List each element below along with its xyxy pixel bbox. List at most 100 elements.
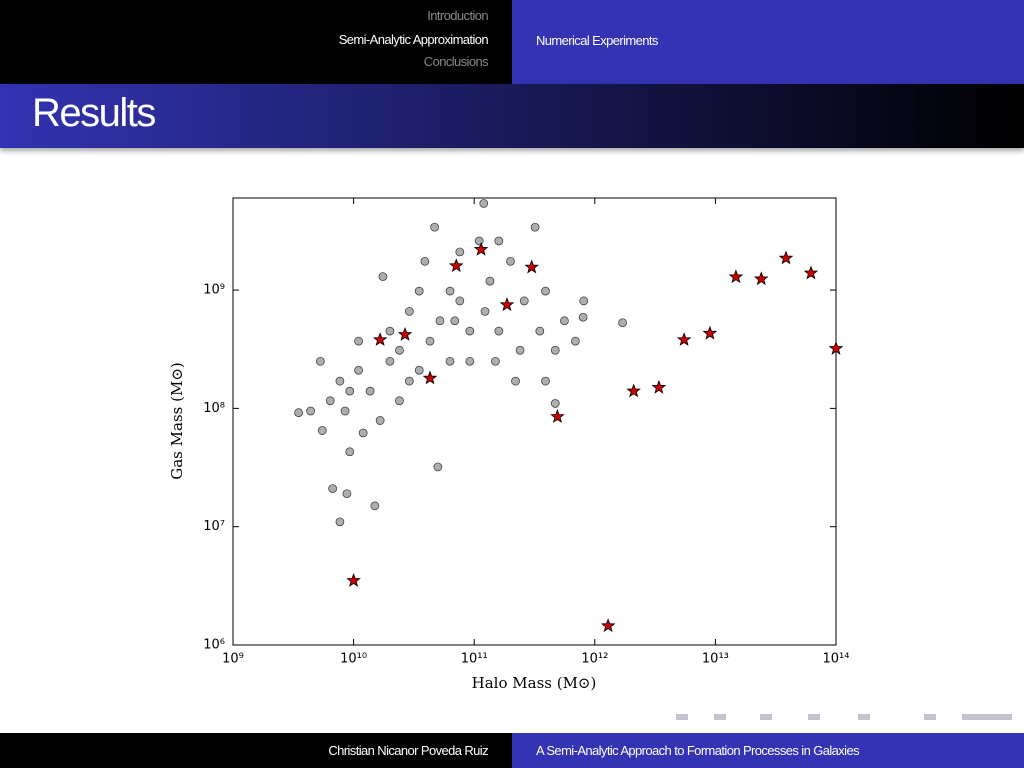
- point: [405, 376, 414, 386]
- point: [342, 489, 352, 499]
- star-point: [828, 340, 844, 355]
- point: [494, 236, 504, 246]
- star-point: [524, 259, 539, 274]
- nav-section[interactable]: Introduction: [427, 8, 488, 23]
- point: [425, 336, 435, 346]
- y-tick-label: 10⁷: [203, 519, 225, 534]
- point: [578, 312, 588, 322]
- nav-section[interactable]: Conclusions: [423, 54, 489, 69]
- star-point: [600, 618, 616, 633]
- x-tick-label: 10¹¹: [461, 652, 488, 667]
- point: [395, 345, 404, 355]
- nav-section[interactable]: Semi-Analytic Approximation: [338, 32, 489, 47]
- star-point: [422, 370, 438, 385]
- point: [385, 356, 395, 366]
- point: [328, 484, 337, 493]
- star-point: [372, 332, 388, 346]
- point: [433, 462, 443, 472]
- y-tick-label: 10⁸: [203, 401, 225, 416]
- point: [515, 345, 525, 355]
- point: [445, 286, 455, 296]
- point: [479, 199, 489, 208]
- point: [354, 336, 363, 346]
- x-axis-label: Halo Mass (M⊙): [472, 674, 597, 692]
- y-axis-label: Gas Mass (M⊙): [168, 362, 186, 480]
- point: [414, 365, 424, 375]
- x-tick-label: 10⁹: [222, 652, 244, 667]
- point: [579, 296, 589, 306]
- point: [541, 286, 550, 296]
- point: [550, 345, 560, 355]
- point: [430, 222, 440, 232]
- point: [358, 428, 368, 438]
- point: [455, 296, 465, 306]
- point: [294, 408, 303, 418]
- point: [465, 326, 475, 336]
- point: [618, 318, 627, 328]
- footer-title: A Semi-Analytic Approach to Formation Pr…: [536, 743, 860, 758]
- point: [535, 326, 545, 336]
- point: [385, 326, 395, 336]
- nav-icon[interactable]: [924, 714, 936, 720]
- point: [375, 416, 385, 425]
- point: [414, 286, 424, 296]
- y-tick-label: 10⁶: [203, 638, 225, 653]
- point: [345, 386, 355, 396]
- point: [465, 356, 475, 366]
- point: [560, 316, 569, 326]
- point: [315, 356, 325, 366]
- star-point: [676, 332, 692, 346]
- point: [317, 426, 327, 435]
- point: [378, 272, 388, 281]
- frame-title-bar: Results: [0, 84, 1024, 148]
- point: [335, 376, 345, 386]
- star-point: [626, 383, 641, 398]
- point: [306, 406, 315, 416]
- point: [365, 386, 375, 396]
- star-point: [550, 409, 565, 423]
- point: [420, 256, 430, 266]
- star-point: [728, 269, 744, 284]
- x-tick-label: 10¹²: [581, 652, 608, 667]
- footer-left: Christian Nicanor Poveda Ruiz: [0, 733, 512, 768]
- nav-icon[interactable]: [714, 714, 726, 720]
- point: [445, 356, 455, 366]
- nav-icon[interactable]: [676, 714, 688, 720]
- star-point: [449, 258, 464, 273]
- point: [354, 365, 363, 375]
- footer-right: A Semi-Analytic Approach to Formation Pr…: [512, 733, 1024, 768]
- nav-icon[interactable]: [858, 714, 870, 720]
- nav-subsection[interactable]: Numerical Experiments: [536, 33, 658, 48]
- y-tick-label: 10⁹: [203, 283, 225, 298]
- point: [494, 326, 504, 336]
- point: [450, 316, 460, 326]
- point: [519, 296, 529, 306]
- point: [506, 256, 515, 266]
- x-tick-label: 10¹⁴: [823, 652, 850, 667]
- point: [405, 307, 414, 316]
- nav-icons: [676, 714, 1012, 720]
- star-point: [499, 297, 515, 312]
- star-point: [397, 326, 413, 341]
- star-point: [803, 265, 819, 280]
- point: [541, 376, 550, 386]
- nav-icon[interactable]: [962, 714, 1012, 720]
- nav-sections: Introduction Semi-Analytic Approximation…: [0, 0, 512, 84]
- star-point: [651, 379, 667, 394]
- star-point: [346, 572, 361, 587]
- point: [491, 356, 500, 366]
- point: [571, 336, 580, 346]
- point: [345, 447, 355, 457]
- point: [485, 276, 495, 286]
- footer-author: Christian Nicanor Poveda Ruiz: [328, 743, 488, 758]
- point: [550, 399, 560, 408]
- star-point: [754, 271, 769, 286]
- point: [395, 396, 404, 406]
- point: [370, 501, 380, 511]
- nav-icon[interactable]: [760, 714, 772, 720]
- nav-icon[interactable]: [808, 714, 820, 720]
- point: [530, 222, 540, 232]
- x-tick-label: 10¹³: [702, 652, 729, 667]
- x-tick-label: 10¹⁰: [340, 652, 367, 667]
